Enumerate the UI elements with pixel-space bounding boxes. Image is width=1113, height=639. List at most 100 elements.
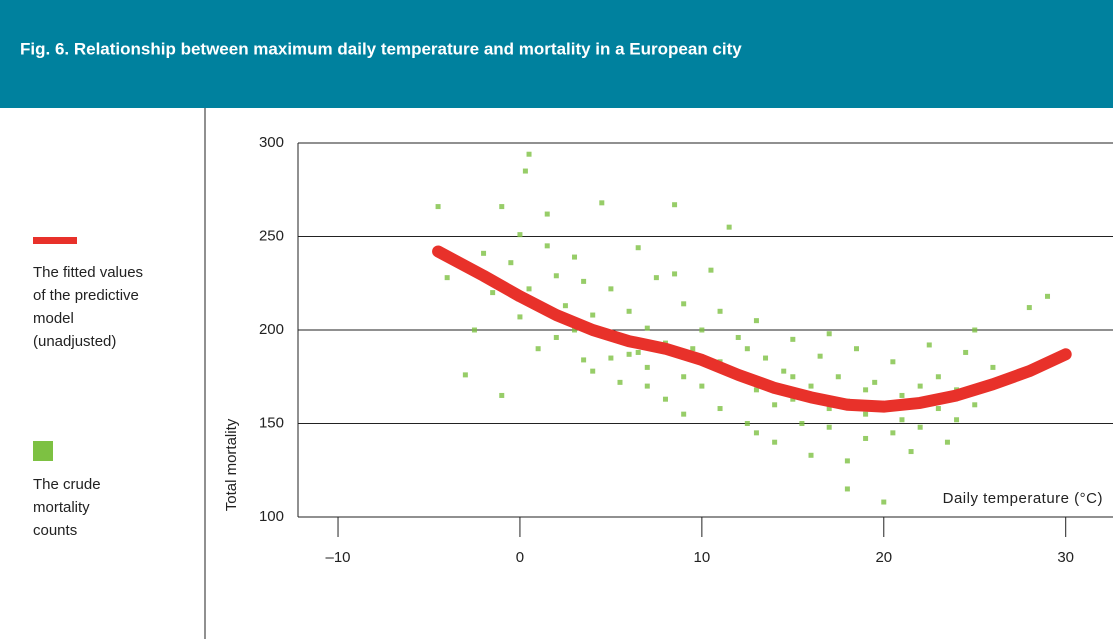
data-point — [890, 359, 896, 365]
data-point — [935, 406, 941, 412]
data-point — [590, 368, 596, 374]
data-point — [790, 396, 796, 402]
data-point — [544, 243, 550, 249]
y-tick-label: 200 — [259, 321, 284, 338]
data-point — [790, 336, 796, 342]
data-point — [826, 331, 832, 337]
data-point — [917, 424, 923, 430]
data-point — [471, 327, 477, 333]
x-tick-label: 10 — [694, 549, 711, 566]
data-point — [499, 392, 505, 398]
data-point — [608, 286, 614, 292]
data-point — [617, 379, 623, 385]
data-point — [526, 286, 532, 292]
data-point — [881, 499, 887, 505]
x-tick-label: 30 — [1057, 549, 1074, 566]
data-point — [790, 374, 796, 380]
data-point — [744, 346, 750, 352]
data-point — [572, 327, 578, 333]
data-point — [690, 346, 696, 352]
data-point — [644, 325, 650, 331]
y-tick-label: 300 — [259, 134, 284, 151]
data-point — [753, 318, 759, 324]
data-point — [499, 204, 505, 210]
data-point — [562, 303, 568, 309]
data-point — [717, 308, 723, 314]
data-point — [935, 374, 941, 380]
data-point — [899, 417, 905, 423]
data-point — [662, 396, 668, 402]
data-point — [553, 273, 559, 279]
data-point — [899, 392, 905, 398]
data-point — [644, 364, 650, 370]
data-point — [772, 439, 778, 445]
y-axis-label: Total mortality — [223, 418, 240, 511]
data-point — [544, 211, 550, 217]
data-point — [726, 224, 732, 230]
data-point — [908, 449, 914, 455]
data-point — [626, 308, 632, 314]
data-point — [635, 245, 641, 251]
data-point — [522, 168, 528, 174]
data-point — [681, 411, 687, 417]
legend-label: The crude mortality counts — [33, 476, 101, 539]
data-point — [672, 202, 678, 208]
data-point — [590, 312, 596, 318]
data-point — [490, 290, 496, 296]
data-point — [717, 406, 723, 412]
data-point — [1045, 293, 1051, 299]
data-point — [926, 342, 932, 348]
data-point — [772, 402, 778, 408]
data-point — [972, 402, 978, 408]
data-point — [681, 301, 687, 307]
data-point — [944, 439, 950, 445]
data-point — [744, 421, 750, 426]
data-point — [808, 383, 814, 389]
legend-label: The fitted values of the predictive model(… — [33, 264, 143, 350]
x-tick-label: 20 — [875, 549, 892, 566]
data-point — [462, 372, 468, 378]
data-point — [708, 267, 714, 273]
data-point — [508, 260, 514, 266]
y-tick-label: 100 — [259, 508, 284, 525]
data-point — [835, 374, 841, 380]
x-tick-label: 0 — [516, 549, 524, 566]
data-point — [972, 327, 978, 333]
fitted-line — [432, 245, 1072, 413]
y-tick-label: 150 — [259, 414, 284, 431]
data-point — [444, 275, 450, 281]
data-point — [581, 278, 587, 284]
legend: The fitted values of the predictive model(… — [33, 237, 143, 539]
header-bar — [0, 0, 1113, 108]
data-point — [826, 424, 832, 430]
data-point — [626, 351, 632, 357]
y-tick-label: 250 — [259, 227, 284, 244]
x-axis-label: Daily temperature (°C) — [943, 490, 1103, 507]
data-point — [435, 204, 441, 210]
data-point — [872, 379, 878, 385]
data-point — [753, 430, 759, 436]
data-point — [635, 349, 641, 355]
data-point — [517, 232, 523, 238]
data-point — [699, 383, 705, 389]
data-point — [699, 327, 705, 333]
chart-title: Fig. 6. Relationship between maximum dai… — [20, 39, 742, 58]
data-point — [753, 387, 759, 393]
data-point — [681, 374, 687, 380]
data-point — [844, 486, 850, 492]
x-tick-label: –10 — [326, 549, 351, 566]
legend-swatch — [33, 441, 53, 461]
data-point — [1026, 305, 1032, 311]
data-point — [572, 254, 578, 260]
data-point — [526, 151, 532, 157]
data-point — [517, 314, 523, 320]
data-point — [963, 349, 969, 355]
data-point — [653, 275, 659, 281]
data-point — [763, 355, 769, 361]
data-point — [954, 417, 960, 423]
data-point — [535, 346, 541, 352]
data-point — [826, 406, 832, 412]
data-point — [990, 364, 996, 370]
data-point — [672, 271, 678, 277]
